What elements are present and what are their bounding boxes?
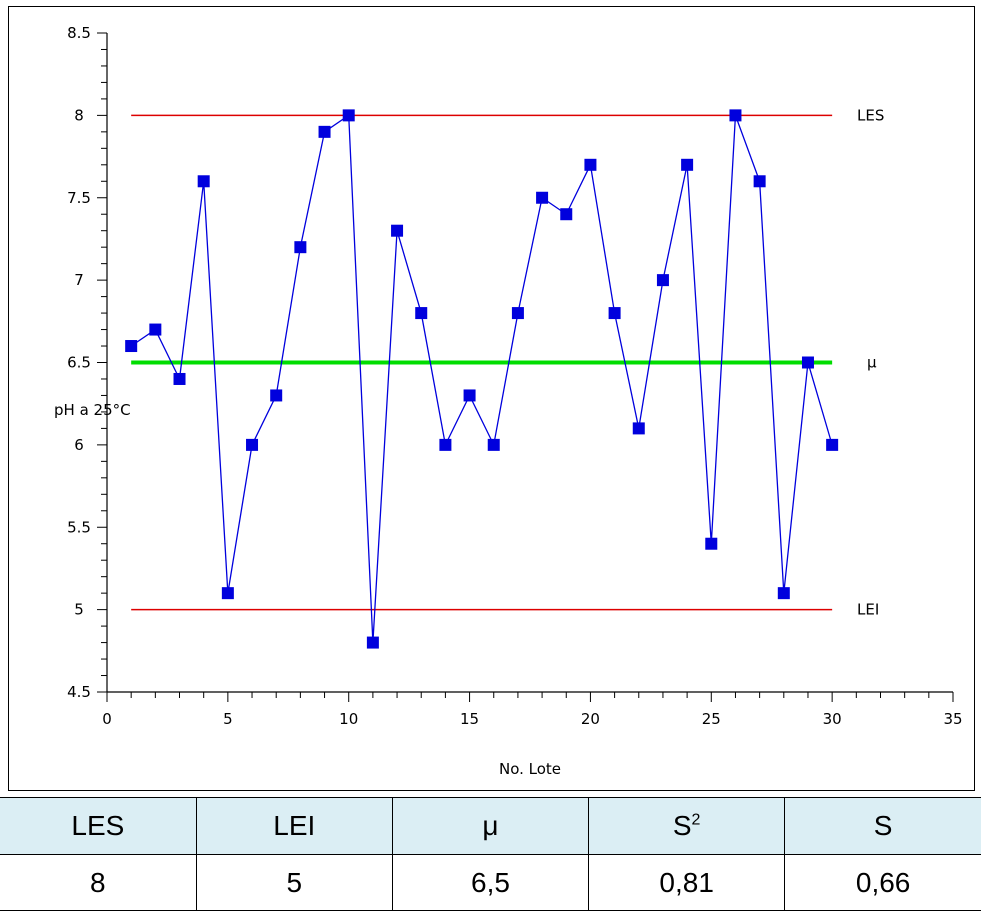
data-point (149, 323, 162, 336)
x-tick-label: 5 (223, 710, 233, 728)
x-tick-label: 20 (581, 710, 600, 728)
data-point (729, 109, 742, 122)
variance-superscript: 2 (691, 811, 701, 829)
data-point (777, 587, 790, 600)
y-tick-label: 4.5 (67, 683, 91, 701)
data-point (173, 372, 186, 385)
data-point (415, 307, 428, 320)
data-point (439, 438, 452, 451)
reference-label-lei: LEI (857, 601, 879, 619)
data-point (560, 208, 573, 221)
y-tick-label: 5.5 (67, 518, 91, 536)
stats-value-row: 8 5 6,5 0,81 0,66 (0, 854, 981, 911)
stats-header-lei: LEI (195, 797, 393, 855)
stats-header-mu: μ (391, 797, 590, 855)
chart-frame: 0 5 10 15 20 25 30 35 4.5 5 5.5 6 6.5 7 7.5 8 8.5 No. Lot… (8, 6, 975, 791)
data-point (342, 109, 355, 122)
x-tick-label: 0 (102, 710, 112, 728)
x-tick-label: 25 (702, 710, 721, 728)
data-point (681, 158, 694, 171)
data-point (511, 307, 524, 320)
data-point (294, 241, 307, 254)
x-tick-label: 35 (943, 710, 962, 728)
x-tick-label: 10 (339, 710, 358, 728)
x-tick-label: 15 (460, 710, 479, 728)
data-point (221, 587, 234, 600)
stats-value-std: 0,66 (784, 854, 981, 911)
x-axis-label: No. Lote (499, 760, 561, 778)
y-tick-label: 8.5 (67, 24, 91, 42)
stats-value-mu: 6,5 (391, 854, 590, 911)
data-point (197, 175, 210, 188)
data-point (801, 356, 814, 369)
stats-value-lei: 5 (195, 854, 393, 911)
data-point (705, 537, 718, 550)
stats-value-les: 8 (0, 854, 197, 911)
data-series-line (130, 114, 833, 643)
data-point (584, 158, 597, 171)
data-point (656, 274, 669, 287)
data-point (270, 389, 283, 402)
data-point (366, 636, 379, 649)
data-point (463, 389, 476, 402)
data-point (487, 438, 500, 451)
stats-header-std: S (784, 797, 981, 855)
data-point (391, 224, 404, 237)
data-point (318, 125, 331, 138)
stats-header-row: LES LEI μ S2 S (0, 797, 981, 855)
data-point (536, 191, 549, 204)
reference-label-mean: μ (867, 354, 877, 372)
stats-table: LES LEI μ S2 S 8 5 6,5 0,81 0,66 (0, 797, 981, 911)
y-tick-label: 7.5 (67, 189, 91, 207)
y-tick-label: 5 (74, 601, 84, 619)
data-point (753, 175, 766, 188)
stats-header-variance: S2 (588, 797, 786, 855)
y-tick-label: 6.5 (67, 354, 91, 372)
y-tick-label: 6 (74, 436, 84, 454)
y-axis-label: pH a 25°C (54, 401, 131, 419)
data-point (608, 307, 621, 320)
data-point (826, 438, 839, 451)
data-point (125, 340, 138, 353)
data-point (246, 438, 259, 451)
y-tick-label: 7 (74, 271, 84, 289)
control-chart: 0 5 10 15 20 25 30 35 4.5 5 5.5 6 6.5 7 7.5 8 8.5 No. Lot… (54, 24, 963, 778)
data-point (632, 422, 645, 435)
x-tick-label: 30 (823, 710, 842, 728)
reference-label-les: LES (857, 106, 884, 124)
stats-value-variance: 0,81 (588, 854, 786, 911)
stats-header-les: LES (0, 797, 197, 855)
y-tick-label: 8 (74, 106, 84, 124)
